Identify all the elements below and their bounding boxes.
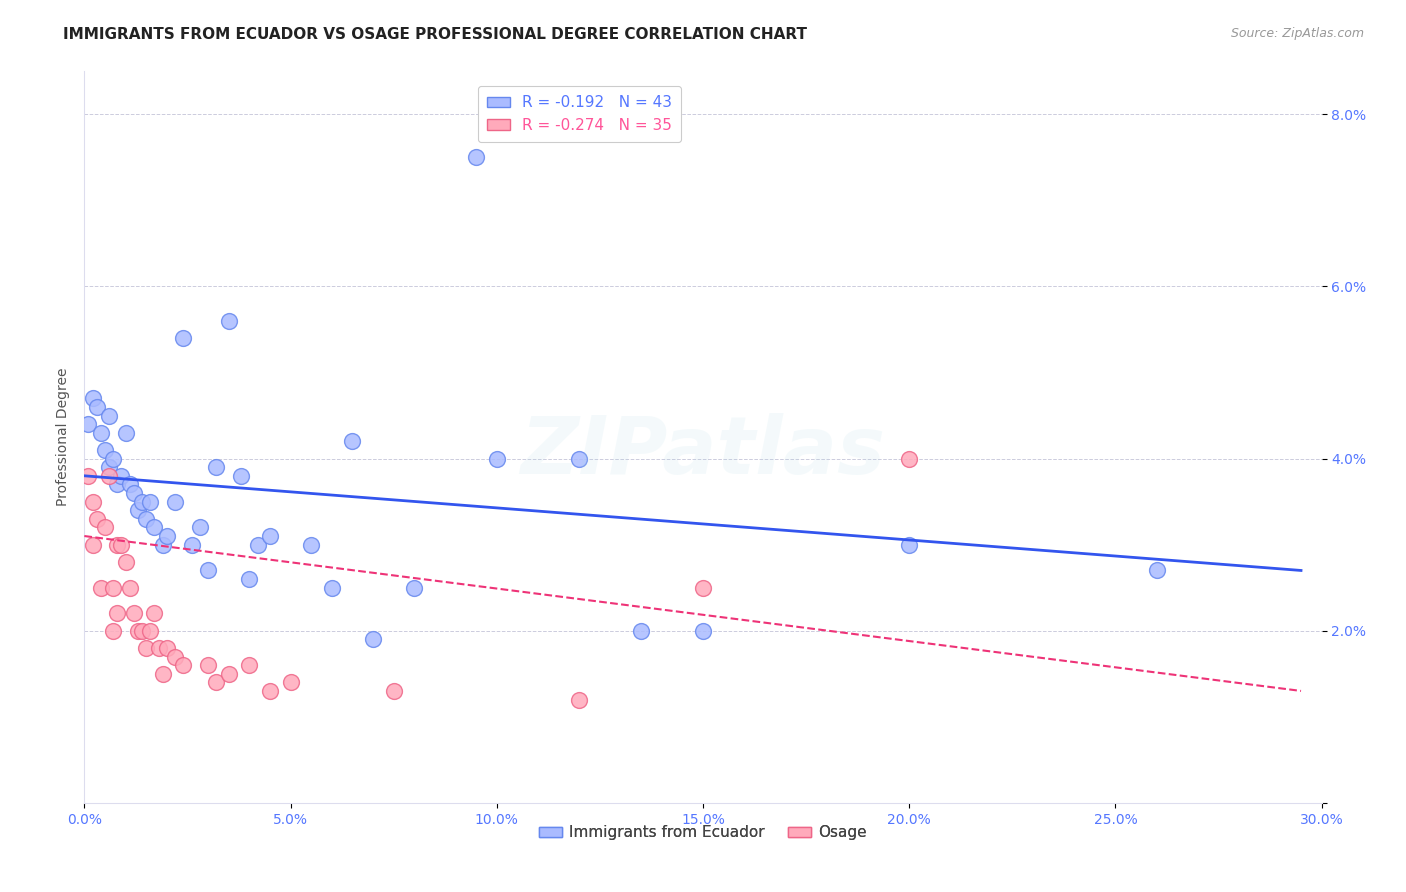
Point — [898, 451, 921, 466]
Point — [82, 494, 104, 508]
Point — [404, 581, 426, 595]
Legend: Immigrants from Ecuador, Osage: Immigrants from Ecuador, Osage — [533, 819, 873, 847]
Point — [82, 392, 104, 406]
Point — [90, 581, 112, 595]
Point — [898, 538, 921, 552]
Point — [139, 624, 162, 638]
Point — [246, 538, 269, 552]
Point — [98, 460, 121, 475]
Point — [342, 434, 364, 449]
Point — [692, 581, 714, 595]
Point — [156, 640, 179, 655]
Point — [82, 538, 104, 552]
Point — [238, 572, 260, 586]
Point — [1146, 564, 1168, 578]
Point — [238, 658, 260, 673]
Point — [172, 658, 194, 673]
Point — [98, 468, 121, 483]
Point — [114, 555, 136, 569]
Point — [229, 468, 252, 483]
Point — [103, 451, 125, 466]
Point — [568, 451, 591, 466]
Point — [152, 666, 174, 681]
Point — [165, 494, 187, 508]
Point — [299, 538, 322, 552]
Point — [90, 425, 112, 440]
Point — [205, 675, 228, 690]
Text: Source: ZipAtlas.com: Source: ZipAtlas.com — [1230, 27, 1364, 40]
Point — [143, 607, 166, 621]
Point — [259, 529, 281, 543]
Point — [77, 417, 100, 432]
Point — [361, 632, 384, 647]
Point — [127, 624, 149, 638]
Point — [86, 512, 108, 526]
Point — [131, 624, 153, 638]
Point — [122, 486, 145, 500]
Point — [110, 468, 132, 483]
Point — [280, 675, 302, 690]
Point — [103, 624, 125, 638]
Point — [105, 538, 128, 552]
Point — [630, 624, 652, 638]
Point — [118, 477, 141, 491]
Point — [156, 529, 179, 543]
Point — [218, 314, 240, 328]
Y-axis label: Professional Degree: Professional Degree — [56, 368, 70, 507]
Point — [259, 684, 281, 698]
Point — [148, 640, 170, 655]
Point — [143, 520, 166, 534]
Point — [94, 520, 117, 534]
Point — [692, 624, 714, 638]
Point — [180, 538, 202, 552]
Point — [105, 477, 128, 491]
Point — [135, 640, 157, 655]
Point — [465, 150, 488, 164]
Point — [205, 460, 228, 475]
Point — [321, 581, 343, 595]
Point — [139, 494, 162, 508]
Point — [152, 538, 174, 552]
Point — [103, 581, 125, 595]
Point — [94, 442, 117, 457]
Point — [122, 607, 145, 621]
Point — [110, 538, 132, 552]
Point — [172, 331, 194, 345]
Point — [197, 658, 219, 673]
Point — [188, 520, 211, 534]
Point — [165, 649, 187, 664]
Point — [135, 512, 157, 526]
Point — [98, 409, 121, 423]
Point — [105, 607, 128, 621]
Point — [114, 425, 136, 440]
Point — [485, 451, 508, 466]
Point — [568, 692, 591, 706]
Point — [382, 684, 405, 698]
Point — [86, 400, 108, 414]
Point — [218, 666, 240, 681]
Point — [197, 564, 219, 578]
Point — [118, 581, 141, 595]
Point — [77, 468, 100, 483]
Text: IMMIGRANTS FROM ECUADOR VS OSAGE PROFESSIONAL DEGREE CORRELATION CHART: IMMIGRANTS FROM ECUADOR VS OSAGE PROFESS… — [63, 27, 807, 42]
Point — [131, 494, 153, 508]
Text: ZIPatlas: ZIPatlas — [520, 413, 886, 491]
Point — [127, 503, 149, 517]
